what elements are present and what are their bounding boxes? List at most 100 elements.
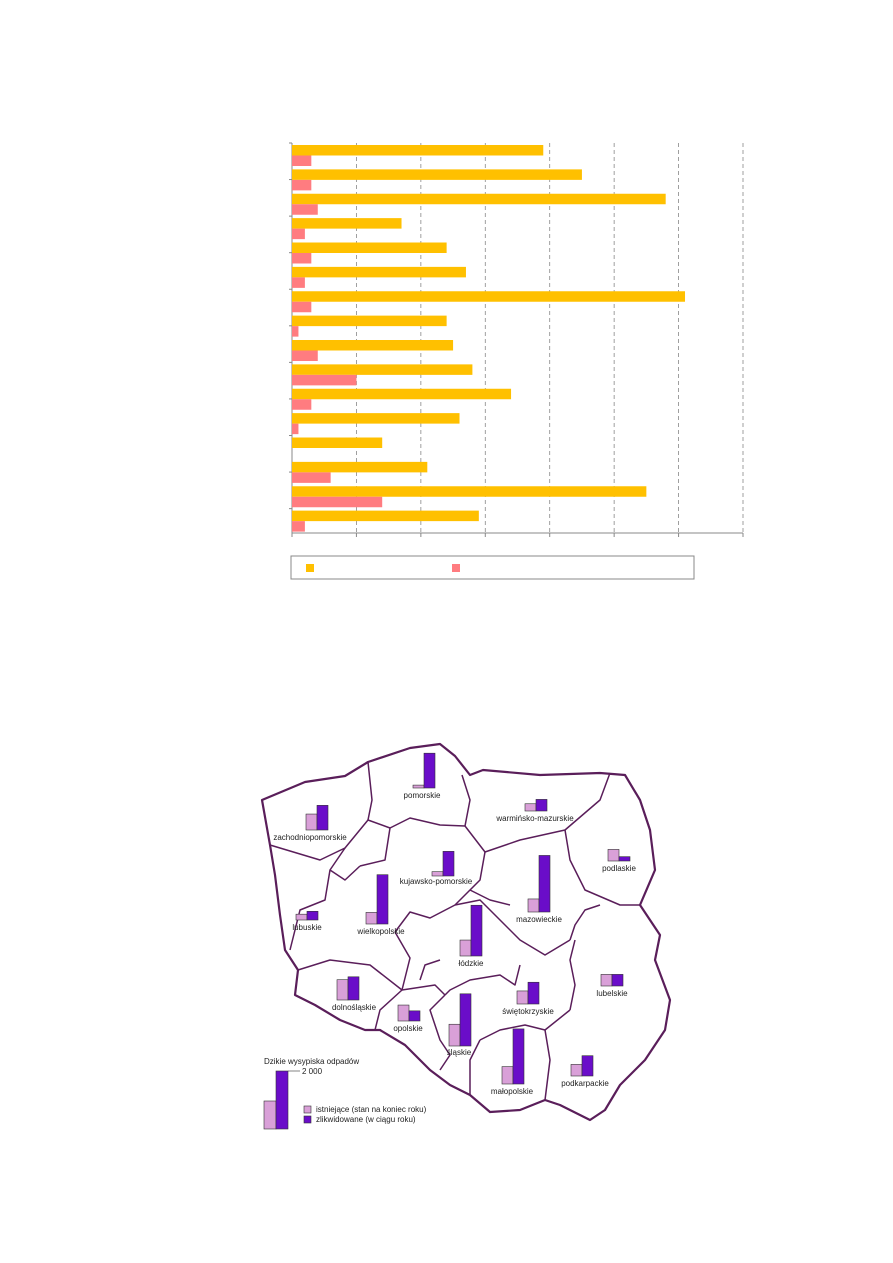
bar-series-1 — [292, 364, 473, 375]
legend-label-liquidated: zlikwidowane (w ciągu roku) — [316, 1115, 416, 1124]
bar-series-2 — [292, 496, 383, 508]
bar-liquidated — [512, 1028, 525, 1085]
region-border — [461, 774, 471, 827]
bar-series-2 — [292, 521, 305, 532]
bar-series-1 — [292, 193, 666, 205]
bar-series-2 — [292, 228, 305, 240]
region-border — [564, 829, 640, 906]
region-border — [419, 959, 441, 981]
bar-existing — [431, 871, 444, 877]
region-border — [479, 1009, 571, 1041]
bar-liquidated — [442, 851, 455, 877]
region-border — [544, 1029, 551, 1101]
bar-existing — [524, 803, 537, 812]
region-border — [469, 889, 511, 906]
region-border — [394, 931, 411, 991]
region-border — [454, 899, 571, 956]
map-legend-title: Dzikie wysypiska odpadów — [264, 1057, 359, 1066]
bar-liquidated — [581, 1055, 594, 1077]
bar-series-2 — [292, 253, 312, 264]
bar-existing — [459, 939, 472, 957]
bar-series-2 — [292, 423, 299, 435]
bar-series-2 — [292, 155, 312, 166]
region-label: lubuskie — [292, 923, 322, 932]
region-border — [401, 984, 446, 996]
region-label: lubelskie — [596, 989, 628, 998]
region-label: wielkopolskie — [356, 927, 405, 936]
bar-series-1 — [292, 169, 582, 180]
bar-series-1 — [292, 510, 479, 522]
bar-existing — [516, 990, 529, 1005]
horizontal-bar-chart — [289, 142, 744, 580]
bar-liquidated — [618, 856, 631, 862]
region-border — [429, 994, 451, 1071]
bar-existing — [397, 1004, 410, 1022]
region-border — [444, 964, 521, 996]
bar-series-1 — [292, 266, 466, 278]
legend-swatch-series-2 — [452, 564, 460, 572]
bar-series-2 — [292, 472, 331, 483]
bar-series-1 — [292, 388, 512, 400]
bar-series-1 — [292, 145, 544, 156]
region-border — [394, 904, 456, 933]
legend-bar-liquidated — [275, 1070, 289, 1130]
bar-series-2 — [292, 350, 318, 361]
bar-liquidated — [316, 805, 329, 831]
bar-liquidated — [538, 855, 551, 913]
bar-existing — [305, 813, 318, 831]
bar-series-2 — [292, 399, 312, 410]
legend-scale-label: 2 000 — [302, 1067, 323, 1076]
region-border — [329, 865, 361, 881]
legend-box — [290, 555, 695, 580]
bar-series-1 — [292, 315, 447, 327]
bar-existing — [501, 1066, 514, 1085]
bar-liquidated — [347, 976, 360, 1001]
region-label: świętokrzyskie — [502, 1007, 554, 1016]
country-outline — [260, 742, 672, 1122]
bar-liquidated — [376, 874, 389, 925]
bar-existing — [412, 784, 425, 789]
bar-series-2 — [292, 374, 357, 386]
legend-swatch-series-1 — [306, 564, 314, 572]
bar-series-2 — [292, 277, 305, 288]
region-label: zachodniopomorskie — [273, 833, 347, 842]
bar-existing — [607, 849, 620, 862]
bar-existing — [336, 979, 349, 1001]
bar-series-1 — [292, 291, 686, 302]
region-border — [569, 939, 576, 1011]
bar-liquidated — [306, 910, 319, 921]
bar-series-1 — [292, 242, 447, 253]
bar-existing — [570, 1064, 583, 1077]
region-label: podlaskie — [602, 864, 636, 873]
region-border — [469, 1039, 481, 1095]
bar-existing — [295, 913, 308, 921]
region-border — [569, 904, 601, 941]
region-label: pomorskie — [404, 791, 441, 800]
bar-series-1 — [292, 413, 460, 424]
bar-series-2 — [292, 301, 312, 313]
region-border — [367, 761, 391, 829]
bar-liquidated — [527, 981, 540, 1005]
bar-liquidated — [535, 799, 548, 812]
bar-series-2 — [292, 179, 312, 191]
region-border — [359, 827, 391, 867]
legend-bar-existing — [263, 1100, 277, 1130]
legend-swatch-existing — [303, 1105, 312, 1114]
bar-liquidated — [611, 974, 624, 987]
region-border — [454, 851, 486, 906]
bar-series-1 — [292, 486, 647, 497]
bar-liquidated — [470, 904, 483, 957]
region-label: podkarpackie — [561, 1079, 609, 1088]
legend-swatch-liquidated — [303, 1115, 312, 1124]
bar-series-1 — [292, 340, 454, 351]
region-label: łódzkie — [459, 959, 484, 968]
bar-series-2 — [292, 326, 299, 337]
region-label: śląskie — [447, 1048, 472, 1057]
region-border — [374, 989, 403, 1031]
region-border — [297, 959, 403, 991]
bar-series-1 — [292, 461, 428, 473]
bar-series-1 — [292, 437, 383, 448]
bar-existing — [365, 912, 378, 925]
